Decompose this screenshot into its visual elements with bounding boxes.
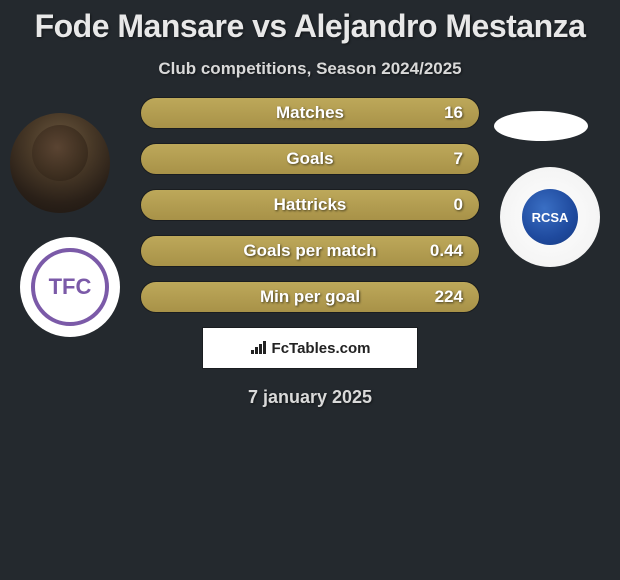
stat-label: Goals per match	[141, 236, 479, 266]
player-left-avatar	[10, 113, 110, 213]
comparison-content: TFC RCSA Matches 16 Goals 7 Hattricks 0 …	[0, 97, 620, 408]
stat-value: 224	[435, 282, 463, 312]
stat-bars: Matches 16 Goals 7 Hattricks 0 Goals per…	[140, 97, 480, 313]
stat-value: 0.44	[430, 236, 463, 266]
chart-icon	[250, 341, 268, 355]
club-left-label: TFC	[31, 248, 109, 326]
stat-label: Matches	[141, 98, 479, 128]
club-right-label: RCSA	[522, 189, 578, 245]
club-left-badge: TFC	[20, 237, 120, 337]
stat-bar: Hattricks 0	[140, 189, 480, 221]
stat-label: Min per goal	[141, 282, 479, 312]
stat-value: 16	[444, 98, 463, 128]
player-right-avatar	[494, 111, 588, 141]
source-label: FcTables.com	[272, 340, 371, 357]
stat-label: Hattricks	[141, 190, 479, 220]
stat-bar: Min per goal 224	[140, 281, 480, 313]
stat-label: Goals	[141, 144, 479, 174]
page-title: Fode Mansare vs Alejandro Mestanza	[0, 0, 620, 45]
club-right-badge: RCSA	[500, 167, 600, 267]
stat-bar: Goals 7	[140, 143, 480, 175]
stat-value: 0	[454, 190, 463, 220]
stat-value: 7	[454, 144, 463, 174]
date-label: 7 january 2025	[0, 387, 620, 408]
stat-bar: Matches 16	[140, 97, 480, 129]
stat-bar: Goals per match 0.44	[140, 235, 480, 267]
subtitle: Club competitions, Season 2024/2025	[0, 59, 620, 79]
source-badge: FcTables.com	[202, 327, 418, 369]
